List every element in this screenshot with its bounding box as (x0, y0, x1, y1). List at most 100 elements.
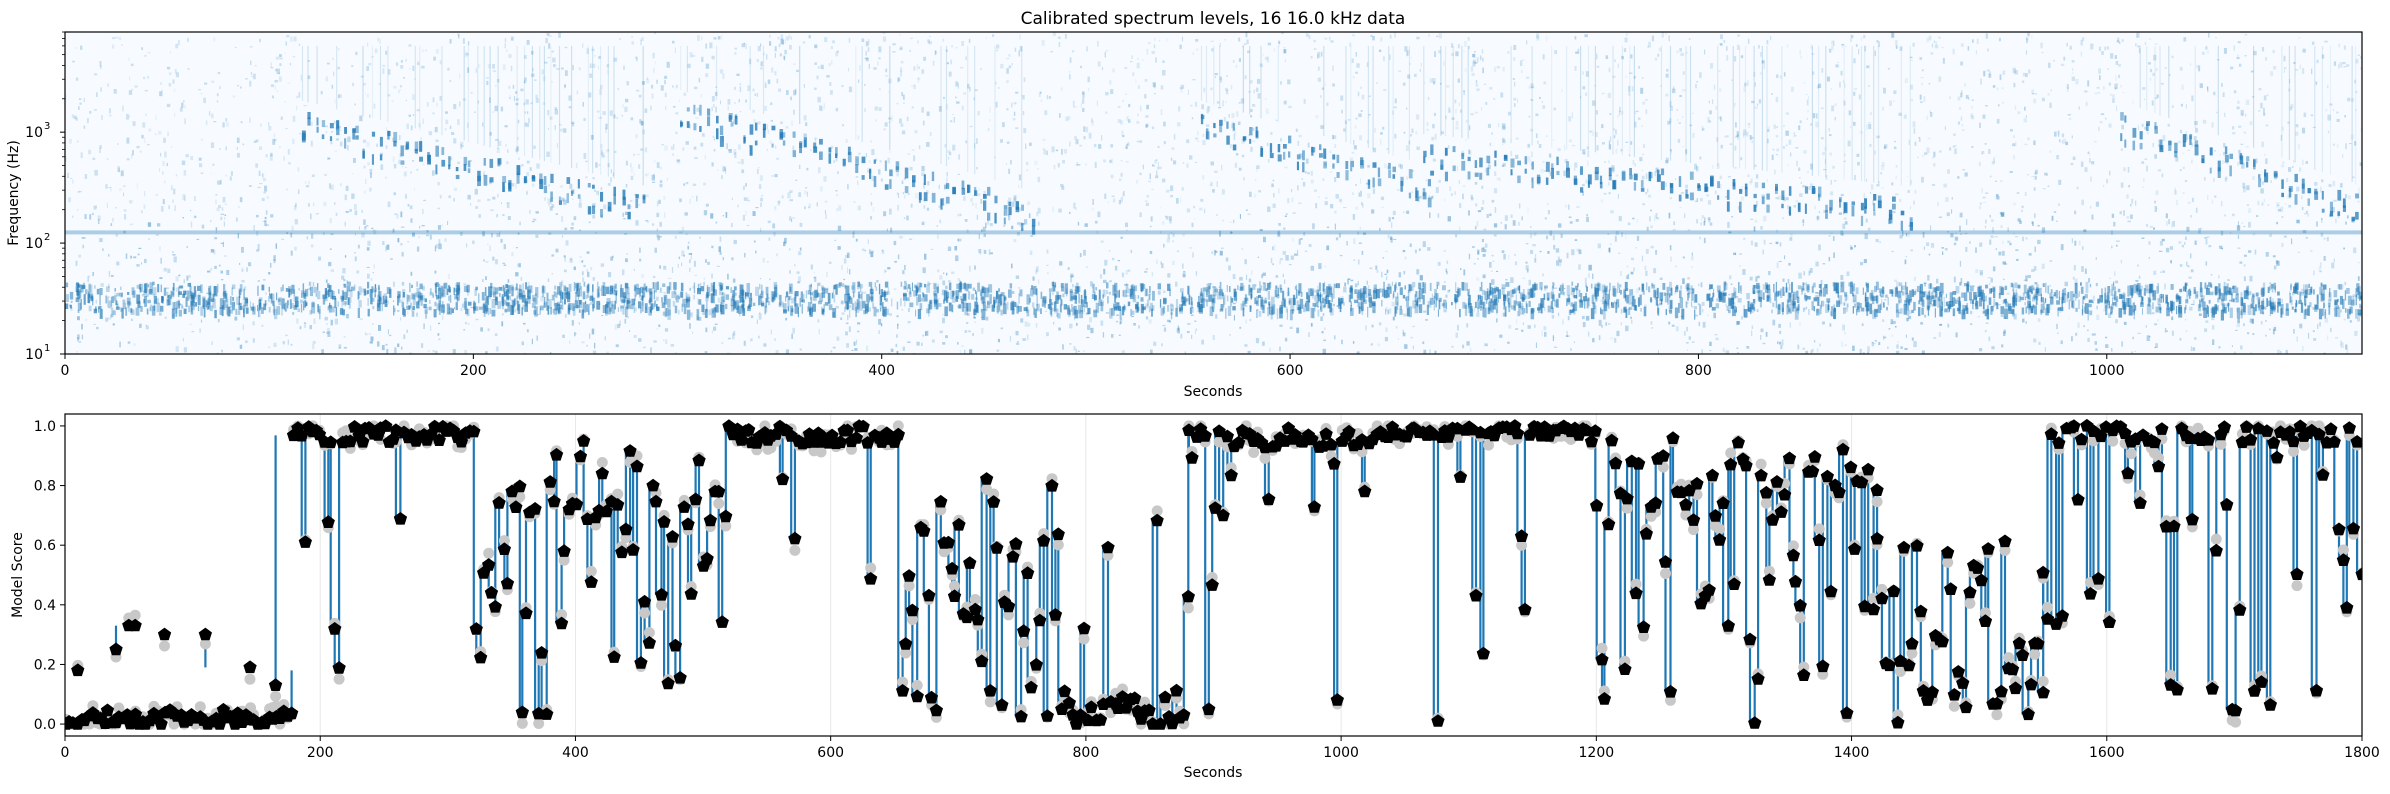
spectrogram-speckle (1482, 246, 1485, 250)
spectrogram-speckle (1397, 338, 1400, 340)
spectrogram-speckle (355, 51, 358, 56)
spectrogram-speckle (286, 35, 290, 38)
spectrogram-speckle (2305, 237, 2308, 239)
spectrogram-speckle (1185, 298, 1189, 302)
spectrogram-speckle (1183, 271, 1186, 273)
spectrogram-speckle (558, 311, 560, 315)
spectrogram-speckle (167, 268, 171, 274)
spectrogram-speckle (1982, 196, 1986, 199)
spectrogram-speckle (944, 144, 947, 148)
spectrogram-speckle (1997, 304, 2001, 306)
spectrogram-speckle (1840, 275, 1844, 281)
spectrogram-speckle (1608, 323, 1611, 325)
spectrogram-speckle (732, 333, 735, 340)
spectrogram-speckle (510, 65, 513, 72)
spectrogram-speckle (927, 181, 930, 186)
spectrogram-speckle (2095, 257, 2097, 260)
spectrogram-speckle (1368, 113, 1370, 117)
spectrogram-speckle (1166, 238, 1170, 243)
spectrogram-speckle (1995, 155, 1997, 157)
spectrogram-speckle (732, 278, 736, 283)
spectrogram-speckle (1613, 135, 1616, 139)
spectrogram-speckle (780, 38, 784, 44)
spectrogram-speckle (625, 211, 628, 215)
spectrogram-speckle (215, 227, 218, 231)
spectrogram-speckle (934, 50, 937, 56)
spectrogram-speckle (1449, 109, 1451, 113)
spectrogram-speckle (183, 100, 185, 103)
spectrogram-speckle (977, 111, 980, 116)
spectrogram-speckle (1221, 247, 1224, 250)
spectrogram-speckle (458, 34, 460, 39)
spectrogram-speckle (1642, 153, 1644, 156)
spectrogram-speckle (1739, 253, 1743, 255)
spectrogram-speckle (1799, 120, 1802, 124)
spectrogram-speckle (83, 98, 85, 103)
spectrogram-speckle (2232, 132, 2236, 135)
spectrogram-speckle (1156, 170, 1158, 176)
spectrogram-speckle (1432, 124, 1435, 129)
spectrogram-speckle (2324, 40, 2328, 43)
spectrogram-speckle (466, 243, 468, 248)
spectrogram-speckle (1074, 289, 1077, 292)
spectrogram-speckle (2238, 149, 2241, 154)
spectrogram-speckle (1223, 117, 1226, 122)
spectrogram-speckle (942, 317, 945, 324)
spectrogram-speckle (1075, 164, 1079, 167)
spectrogram-speckle (2009, 171, 2013, 173)
spectrogram-speckle (547, 128, 549, 130)
spectrogram-speckle (306, 236, 308, 240)
spectrogram-speckle (784, 38, 786, 44)
spectrogram-speckle (1947, 231, 1949, 233)
spectrogram-speckle (1089, 317, 1092, 323)
spectrogram-speckle (112, 217, 114, 222)
spectrogram-speckle (434, 126, 438, 133)
spectrogram-speckle (1883, 335, 1885, 340)
spectrogram-speckle (1684, 331, 1686, 336)
spectrogram-speckle (1736, 347, 1739, 349)
spectrogram-speckle (721, 175, 723, 179)
spectrogram-speckle (1161, 221, 1165, 225)
spectrogram-speckle (2235, 329, 2238, 331)
spectrogram-speckle (485, 77, 489, 79)
spectrogram-speckle (94, 109, 97, 111)
spectrogram-speckle (1702, 308, 1704, 313)
spectrogram-speckle (1507, 111, 1511, 116)
spectrogram-speckle (1416, 36, 1420, 40)
spectrogram-speckle (685, 233, 688, 235)
spectrogram-speckle (155, 115, 157, 121)
spectrogram-speckle (847, 314, 849, 321)
spectrogram-speckle (548, 203, 550, 207)
spectrogram-speckle (390, 258, 393, 260)
spectrogram-speckle (1313, 296, 1315, 300)
spectrogram-speckle (300, 75, 302, 81)
spectrogram-speckle (1279, 257, 1283, 261)
spectrogram-speckle (1775, 153, 1779, 156)
spectrogram-speckle (1843, 83, 1846, 88)
spectrogram-speckle (1434, 350, 1437, 354)
spectrogram-speckle (1376, 82, 1378, 84)
spectrogram-speckle (1564, 158, 1568, 163)
spectrogram-speckle (1867, 351, 1869, 354)
spectrogram-speckle (803, 84, 805, 88)
spectrogram-speckle (406, 123, 409, 130)
spectrogram-speckle (1789, 322, 1791, 328)
spectrogram-speckle (337, 66, 340, 70)
spectrogram-speckle (495, 346, 499, 352)
spectrogram-speckle (1202, 175, 1205, 180)
spectrogram-speckle (1351, 34, 1356, 37)
spectrogram-speckle (589, 64, 592, 69)
spectrogram-speckle (980, 252, 982, 256)
spectrogram-speckle (1418, 195, 1422, 199)
spectrogram-speckle (1483, 83, 1487, 85)
spectrogram-speckle (1618, 252, 1621, 254)
spectrogram-speckle (513, 287, 515, 291)
spectrogram-speckle (234, 316, 237, 321)
spectrogram-speckle (2204, 328, 2208, 332)
spectrogram-speckle (426, 230, 429, 233)
spectrogram-speckle (1334, 210, 1337, 214)
spectrogram-speckle (1201, 339, 1204, 345)
spectrogram-speckle (2041, 227, 2046, 233)
spectrogram-speckle (109, 108, 111, 114)
spectrogram-speckle (1807, 171, 1809, 174)
